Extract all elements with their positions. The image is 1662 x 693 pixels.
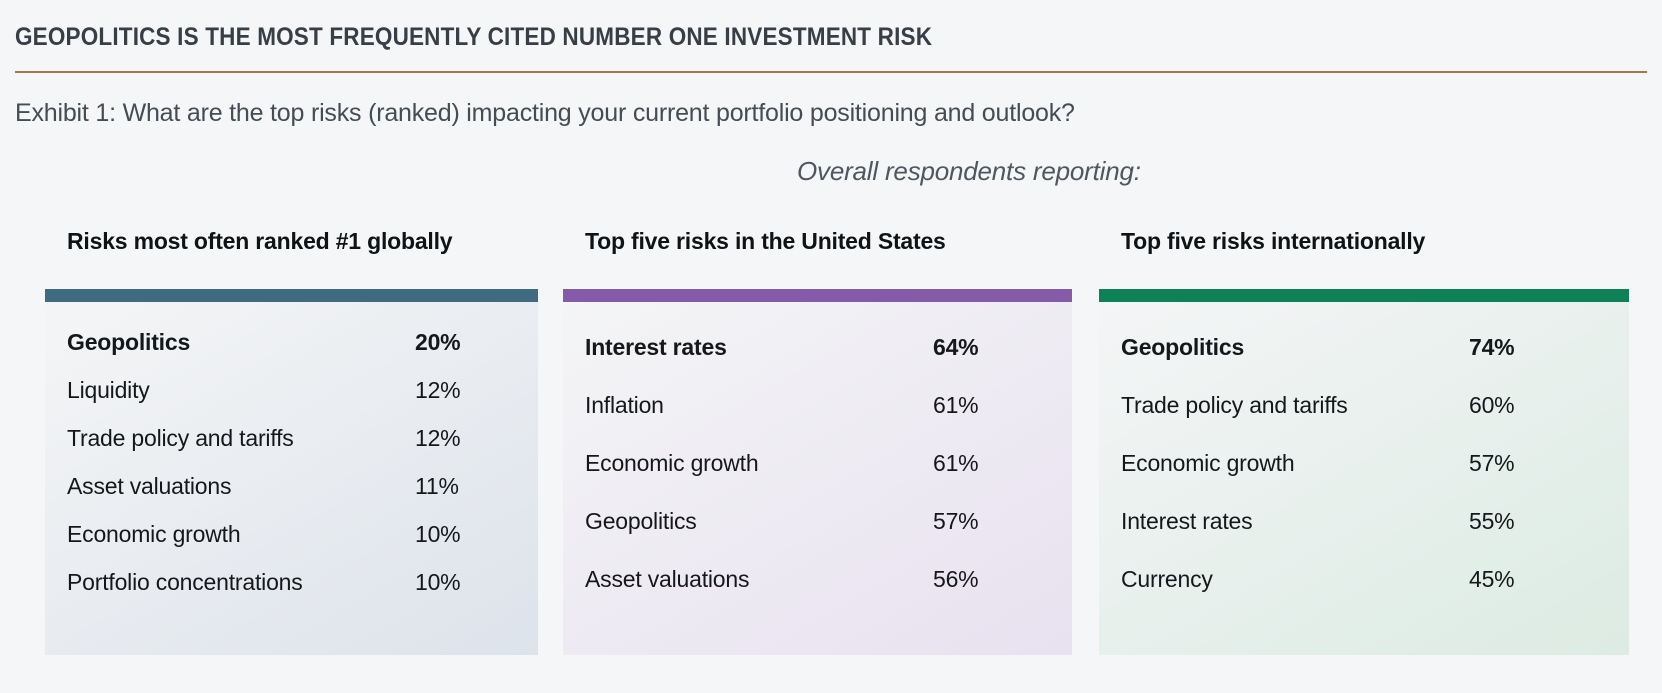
- risk-value: 45%: [1469, 565, 1515, 592]
- table-row: Interest rates 55%: [1099, 492, 1629, 550]
- risk-value: 61%: [933, 449, 979, 476]
- panel-title: Top five risks internationally: [1121, 228, 1426, 254]
- table-row: Liquidity 12%: [45, 366, 538, 414]
- risk-value: 57%: [1469, 449, 1515, 476]
- risk-value: 64%: [933, 333, 979, 360]
- panel-title: Risks most often ranked #1 globally: [67, 228, 453, 254]
- risk-label: Currency: [1121, 565, 1213, 592]
- risk-label: Asset valuations: [585, 565, 750, 592]
- table-row: Interest rates 64%: [563, 318, 1072, 376]
- risk-label: Trade policy and tariffs: [67, 424, 294, 451]
- page-title: GEOPOLITICS IS THE MOST FREQUENTLY CITED…: [15, 23, 933, 51]
- panel-body: Geopolitics 74% Trade policy and tariffs…: [1099, 302, 1629, 655]
- panel-global-number-one-risks: Risks most often ranked #1 globally Geop…: [45, 212, 538, 655]
- table-row: Trade policy and tariffs 12%: [45, 414, 538, 462]
- risk-value: 57%: [933, 507, 979, 534]
- risk-label: Interest rates: [1121, 507, 1253, 534]
- panel-accent-bar: [45, 289, 538, 302]
- table-row: Inflation 61%: [563, 376, 1072, 434]
- risk-value: 74%: [1469, 333, 1515, 360]
- table-row: Portfolio concentrations 10%: [45, 558, 538, 606]
- panel-top-risks-international: Top five risks internationally Geopoliti…: [1099, 212, 1629, 655]
- panel-top-risks-us: Top five risks in the United States Inte…: [563, 212, 1072, 655]
- header-divider: [15, 71, 1647, 73]
- table-row: Geopolitics 57%: [563, 492, 1072, 550]
- respondents-note: Overall respondents reporting:: [797, 156, 1141, 186]
- risk-label: Economic growth: [1121, 449, 1295, 476]
- panel-accent-bar: [1099, 289, 1629, 302]
- panel-title: Top five risks in the United States: [585, 228, 946, 254]
- risk-value: 11%: [415, 472, 459, 499]
- risk-label: Portfolio concentrations: [67, 568, 303, 595]
- risk-value: 12%: [415, 376, 461, 403]
- risk-label: Geopolitics: [67, 328, 191, 355]
- panel-body: Interest rates 64% Inflation 61% Economi…: [563, 302, 1072, 655]
- risk-value: 61%: [933, 391, 979, 418]
- risk-label: Economic growth: [585, 449, 759, 476]
- risk-label: Economic growth: [67, 520, 241, 547]
- risk-value: 10%: [415, 520, 461, 547]
- panel-body: Geopolitics 20% Liquidity 12% Trade poli…: [45, 302, 538, 655]
- risk-value: 10%: [415, 568, 461, 595]
- table-row: Asset valuations 56%: [563, 550, 1072, 608]
- table-row: Geopolitics 20%: [45, 318, 538, 366]
- table-row: Asset valuations 11%: [45, 462, 538, 510]
- risk-value: 56%: [933, 565, 979, 592]
- panel-accent-bar: [563, 289, 1072, 302]
- table-row: Economic growth 10%: [45, 510, 538, 558]
- risk-label: Interest rates: [585, 333, 727, 360]
- risk-value: 20%: [415, 328, 461, 355]
- risk-label: Asset valuations: [67, 472, 232, 499]
- risk-label: Geopolitics: [1121, 333, 1245, 360]
- risk-label: Inflation: [585, 391, 664, 418]
- table-row: Currency 45%: [1099, 550, 1629, 608]
- table-row: Trade policy and tariffs 60%: [1099, 376, 1629, 434]
- table-row: Economic growth 61%: [563, 434, 1072, 492]
- exhibit-caption: Exhibit 1: What are the top risks (ranke…: [15, 99, 1075, 127]
- table-row: Economic growth 57%: [1099, 434, 1629, 492]
- risk-label: Trade policy and tariffs: [1121, 391, 1348, 418]
- risk-value: 55%: [1469, 507, 1515, 534]
- risk-label: Geopolitics: [585, 507, 697, 534]
- table-row: Geopolitics 74%: [1099, 318, 1629, 376]
- risk-value: 12%: [415, 424, 461, 451]
- risk-value: 60%: [1469, 391, 1515, 418]
- risk-label: Liquidity: [67, 376, 150, 403]
